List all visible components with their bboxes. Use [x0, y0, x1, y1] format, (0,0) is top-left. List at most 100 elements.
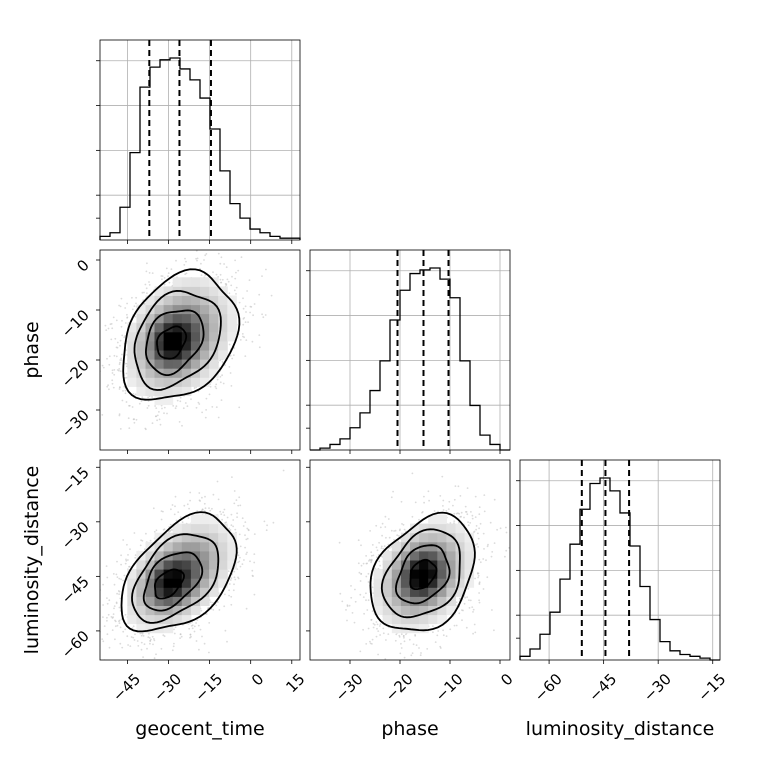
density-cell [218, 313, 228, 324]
sample-point [121, 399, 124, 402]
sample-point [244, 305, 247, 308]
sample-point [209, 509, 212, 512]
density-cell [163, 386, 174, 396]
density-cell [127, 569, 137, 579]
sample-point [224, 629, 227, 632]
sample-point [228, 594, 231, 597]
sample-point [127, 559, 129, 561]
sample-point [442, 509, 445, 511]
density-cell [200, 377, 210, 387]
sample-point [163, 283, 166, 286]
sample-point [249, 560, 251, 563]
sample-point [141, 539, 144, 542]
sample-point [163, 412, 165, 415]
sample-point [124, 392, 127, 395]
sample-point [486, 545, 489, 548]
sample-point [141, 291, 144, 294]
sample-point [154, 405, 157, 407]
density-cell [200, 340, 210, 351]
contour-level-3 [131, 533, 220, 624]
sample-point [189, 491, 192, 494]
density-cell [127, 340, 137, 351]
sample-point [75, 659, 77, 661]
density-cell [190, 322, 201, 333]
sample-point [201, 635, 203, 638]
density-cell [172, 605, 183, 616]
sample-point [181, 424, 183, 427]
sample-point [221, 360, 224, 363]
density-cell [163, 313, 174, 324]
sample-point [102, 640, 105, 643]
sample-point [118, 593, 120, 596]
density-cell [163, 359, 174, 369]
sample-point [441, 475, 444, 478]
density-cell [127, 350, 137, 360]
sample-point [225, 266, 228, 269]
density-cell [218, 322, 228, 333]
density-cell [172, 368, 183, 378]
sample-point [121, 353, 123, 356]
sample-point [156, 414, 159, 417]
density-cell [145, 605, 156, 616]
sample-point [190, 398, 192, 401]
sample-point [222, 247, 224, 249]
sample-point [253, 561, 256, 564]
sample-point [189, 499, 192, 502]
density-cell [145, 368, 156, 378]
sample-point [86, 430, 88, 432]
sample-point [212, 608, 215, 611]
sample-point [119, 305, 122, 308]
sample-point [467, 587, 470, 590]
sample-point [111, 382, 114, 385]
sample-point [108, 599, 111, 602]
sample-point [118, 606, 121, 609]
sample-point [234, 277, 237, 280]
sample-point [208, 622, 211, 624]
density-cell [154, 395, 165, 406]
sample-point [478, 527, 480, 530]
sample-point [111, 379, 114, 382]
sample-point [155, 529, 158, 532]
sample-point [204, 254, 207, 257]
sample-point [258, 346, 261, 349]
sample-point [219, 278, 222, 281]
sample-point [92, 570, 94, 572]
sample-point [161, 278, 163, 281]
density-cell [181, 359, 192, 369]
sample-point [209, 601, 212, 603]
sample-point [120, 359, 123, 361]
sample-point [130, 636, 133, 638]
sample-point [149, 539, 152, 542]
sample-point [235, 293, 237, 295]
sample-point [119, 428, 122, 430]
density-cell [227, 532, 237, 543]
sample-point [230, 603, 233, 606]
sample-point [229, 579, 232, 581]
sample-point [242, 335, 244, 338]
contour-level-4 [122, 268, 241, 401]
sample-point [472, 611, 474, 613]
sample-point [211, 406, 214, 408]
panel-frame [309, 249, 511, 451]
sample-point [107, 384, 109, 387]
sample-point [237, 554, 240, 557]
density-cell [154, 614, 165, 625]
sample-point [179, 516, 182, 519]
sample-point [147, 396, 150, 399]
density-cell [181, 322, 192, 333]
density-cell [145, 578, 156, 588]
sample-point [126, 317, 128, 319]
sample-point [382, 627, 385, 630]
sample-point [185, 260, 187, 263]
sample-point [237, 269, 240, 272]
sample-point [230, 513, 233, 516]
sample-point [126, 543, 128, 546]
sample-point [231, 476, 233, 478]
sample-point [222, 511, 225, 514]
density-cell [172, 277, 183, 287]
sample-point [160, 518, 163, 521]
sample-point [115, 573, 118, 576]
density-cell [190, 286, 201, 296]
sample-point [212, 493, 215, 496]
